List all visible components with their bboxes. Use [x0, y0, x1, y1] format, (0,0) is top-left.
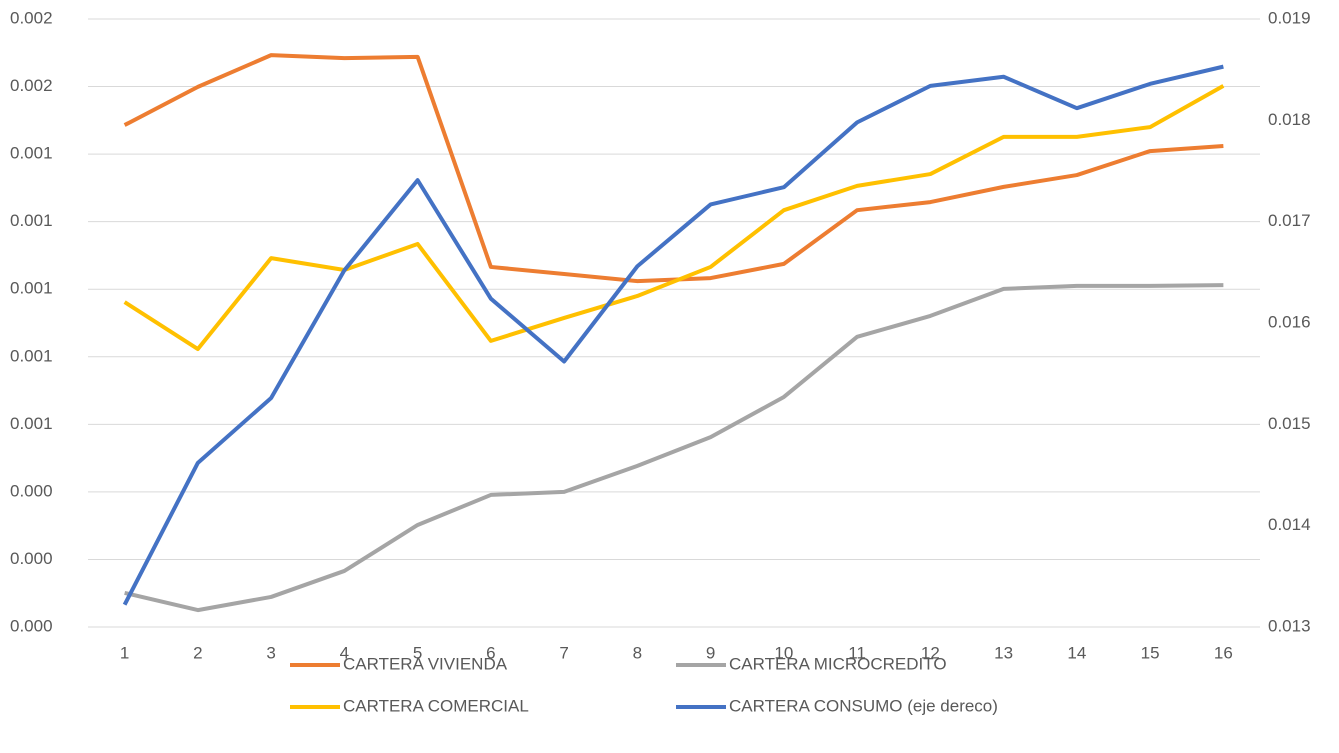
x-tick-label: 9 [706, 643, 715, 662]
y-tick-label: 0.000 [10, 616, 53, 635]
y-tick-label: 0.001 [10, 211, 53, 230]
x-tick-label: 6 [486, 643, 495, 662]
y2-tick-label: 0.017 [1268, 211, 1311, 230]
y2-tick-label: 0.019 [1268, 8, 1311, 27]
y-tick-label: 0.001 [10, 144, 53, 163]
x-tick-label: 10 [774, 643, 793, 662]
legend-label: CARTERA CONSUMO (eje dereco) [729, 696, 998, 715]
legend-label: CARTERA VIVIENDA [343, 654, 508, 673]
y2-tick-label: 0.014 [1268, 515, 1311, 534]
x-tick-label: 3 [266, 643, 275, 662]
x-tick-label: 2 [193, 643, 202, 662]
y2-tick-label: 0.016 [1268, 312, 1311, 331]
y-tick-label: 0.001 [10, 279, 53, 298]
y-tick-label: 0.002 [10, 8, 53, 27]
x-tick-label: 8 [633, 643, 642, 662]
x-tick-label: 5 [413, 643, 422, 662]
y2-tick-label: 0.018 [1268, 110, 1311, 129]
legend-label: CARTERA MICROCREDITO [729, 654, 947, 673]
x-tick-label: 7 [559, 643, 568, 662]
x-tick-label: 13 [994, 643, 1013, 662]
data-line [122, 64, 1224, 606]
data-line [124, 283, 1224, 613]
data-line [123, 84, 1225, 352]
x-tick-label: 14 [1067, 643, 1086, 662]
y-tick-label: 0.000 [10, 549, 53, 568]
y-tick-label: 0.001 [10, 346, 53, 365]
x-tick-label: 15 [1141, 643, 1160, 662]
y-tick-label: 0.001 [10, 414, 53, 433]
x-tick-label: 12 [921, 643, 940, 662]
y-tick-label: 0.002 [10, 76, 53, 95]
x-tick-label: 1 [120, 643, 129, 662]
y-tick-label: 0.000 [10, 481, 53, 500]
legend-label: CARTERA COMERCIAL [343, 696, 529, 715]
x-tick-label: 11 [848, 643, 866, 662]
y2-tick-label: 0.013 [1268, 616, 1311, 635]
x-tick-label: 16 [1214, 643, 1233, 662]
data-line [123, 53, 1224, 284]
x-tick-label: 4 [340, 643, 349, 662]
y2-tick-label: 0.015 [1268, 414, 1311, 433]
